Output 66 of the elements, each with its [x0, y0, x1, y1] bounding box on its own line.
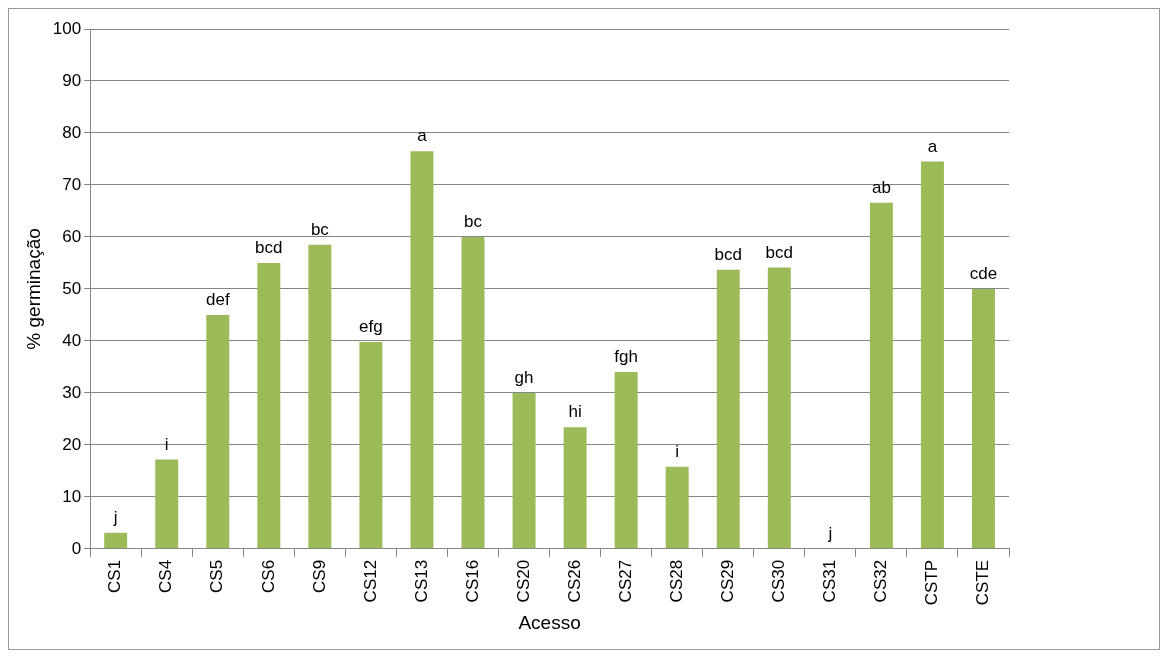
bar [308, 244, 332, 549]
bar [767, 267, 791, 549]
x-tick-label: CS13 [411, 559, 431, 603]
annotation: a [927, 136, 938, 156]
x-tick-label: CSTP [922, 559, 942, 606]
annotation: fgh [614, 347, 638, 367]
y-tick-label: 100 [52, 18, 82, 38]
x-tick-label: CS26 [564, 559, 584, 603]
x-tick-label: CS1 [105, 559, 125, 593]
annotation: cde [969, 264, 998, 284]
bar [869, 202, 893, 549]
annotation: j [112, 507, 118, 527]
annotation: i [675, 441, 680, 461]
y-tick-label: 40 [62, 330, 82, 350]
annotation: bc [464, 212, 483, 232]
bar [410, 151, 434, 549]
annotation: efg [359, 317, 383, 337]
x-tick-label: CS29 [717, 559, 737, 603]
bar [563, 427, 587, 549]
bar [512, 392, 536, 549]
annotation: ab [871, 177, 891, 197]
x-tick-label: CS4 [156, 559, 176, 593]
bar [971, 288, 995, 549]
bar [716, 269, 740, 549]
annotation: bcd [714, 244, 742, 264]
x-tick-label: CS27 [615, 559, 635, 603]
bar [665, 466, 689, 549]
bar [614, 372, 638, 549]
x-tick-label: CS12 [360, 559, 380, 603]
y-tick-label: 0 [71, 538, 82, 558]
x-tick-label: CS20 [513, 559, 533, 603]
annotation: hi [568, 402, 582, 422]
x-tick-label: CSTE [973, 559, 993, 606]
bar [104, 532, 128, 549]
annotation: j [827, 524, 833, 544]
annotation: bcd [255, 238, 283, 258]
y-tick-label: 10 [62, 486, 82, 506]
x-tick-label: CS32 [871, 559, 891, 603]
y-tick-label: 90 [62, 70, 82, 90]
x-tick-label: CS9 [309, 559, 329, 593]
x-tick-label: CS30 [768, 559, 788, 603]
y-tick-label: 70 [62, 174, 82, 194]
x-tick-label: CS6 [258, 559, 278, 593]
y-tick-label: 80 [62, 122, 82, 142]
y-tick-label: 60 [62, 226, 82, 246]
bar [461, 236, 485, 549]
x-tick-label: CS31 [820, 559, 840, 603]
y-tick-label: 50 [62, 278, 82, 298]
x-tick-label: CS5 [207, 559, 227, 593]
annotation: def [205, 290, 230, 310]
y-tick-label: 20 [62, 434, 82, 454]
annotation: gh [514, 368, 534, 388]
bar [359, 341, 383, 549]
bar [257, 262, 281, 549]
bar [920, 161, 944, 549]
bar [206, 314, 230, 549]
y-axis-title: % germinação [22, 228, 44, 350]
annotation: bc [310, 219, 330, 239]
annotation: bcd [765, 242, 793, 262]
x-tick-label: CS16 [462, 559, 482, 603]
annotation: a [417, 126, 428, 146]
annotation: i [164, 434, 169, 454]
bar [155, 459, 179, 549]
x-axis-title: Acesso [518, 611, 581, 633]
y-tick-label: 30 [62, 382, 82, 402]
x-tick-label: CS28 [666, 559, 686, 603]
